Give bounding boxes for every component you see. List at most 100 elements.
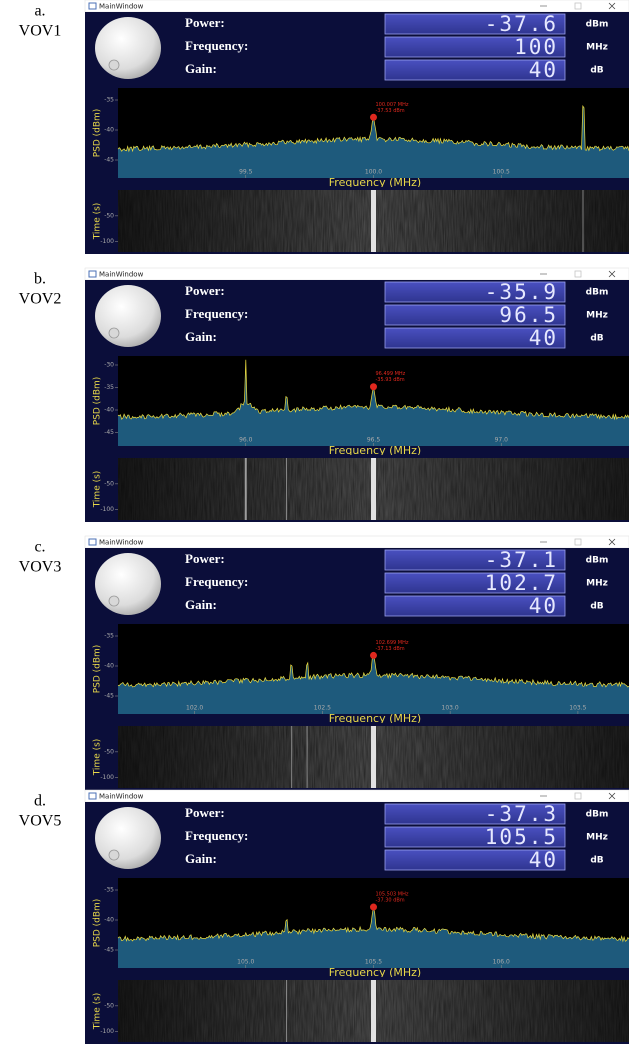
psd-x-label: Frequency (MHz): [329, 712, 421, 725]
lcd-box: [384, 595, 566, 617]
field-label: Frequency:: [185, 38, 248, 53]
lcd-value: 40: [529, 326, 558, 350]
x-tick-label: 105.0: [237, 959, 254, 966]
lcd-box: [384, 572, 566, 594]
title-bar: [84, 789, 629, 803]
field-label: Frequency:: [185, 574, 248, 589]
peak-marker[interactable]: [370, 903, 377, 911]
marker-label: 105.503 MHz: [376, 892, 409, 898]
waterfall-y-label: Time (s): [93, 471, 103, 509]
y-tick-label: -40: [104, 917, 114, 924]
lcd-value: 96.5: [499, 303, 558, 327]
x-tick-label: 105.5: [365, 959, 382, 966]
panel-name: VOV3: [19, 559, 62, 576]
y-tick-label: -100: [100, 1028, 114, 1035]
waterfall-carrier: [371, 190, 376, 252]
lcd-box: [384, 803, 566, 825]
marker-label: 102.699 MHz: [376, 640, 409, 646]
panel: d. VOV5 MainWindow Power: -37.3 dBm Frequency:…: [19, 789, 629, 1044]
x-tick-label: 102.5: [314, 705, 331, 712]
x-tick-label: 103.5: [569, 705, 586, 712]
spectrum-fill: [118, 359, 629, 446]
window-title: MainWindow: [99, 271, 144, 279]
y-tick-label: -35: [104, 97, 114, 104]
knob-dimple: [108, 59, 120, 71]
y-tick-label: -100: [100, 506, 114, 513]
waterfall-carrier: [371, 458, 376, 520]
y-tick-label: -40: [104, 127, 114, 134]
waterfall-carrier: [371, 726, 376, 788]
field-unit: MHz: [586, 579, 608, 589]
x-tick-label: 106.0: [493, 959, 510, 966]
tuning-knob[interactable]: [95, 17, 161, 79]
peak-marker[interactable]: [370, 383, 377, 391]
marker-label: -37.30 dBm: [376, 898, 405, 904]
peak-marker[interactable]: [370, 113, 377, 121]
maximize-icon: [574, 538, 582, 546]
y-tick-label: -35: [104, 384, 114, 391]
field-unit: dB: [590, 856, 603, 866]
lcd-box: [384, 13, 566, 35]
panel-name: VOV2: [19, 291, 62, 308]
y-tick-label: -100: [100, 238, 114, 245]
lcd-value: 102.7: [485, 571, 558, 595]
x-tick-label: 103.0: [442, 705, 459, 712]
close-icon: [608, 538, 616, 546]
tuning-knob[interactable]: [95, 807, 161, 869]
marker-label: -37.53 dBm: [376, 108, 405, 114]
field-unit: MHz: [586, 311, 608, 321]
close-icon: [608, 792, 616, 800]
marker-label: 100.007 MHz: [376, 102, 409, 108]
lcd-box: [384, 549, 566, 571]
lcd-box: [384, 327, 566, 349]
panel: c. VOV3 MainWindow Power: -37.1 dBm Frequency:…: [19, 535, 629, 790]
field-unit: dBm: [586, 556, 609, 566]
maximize-icon: [574, 270, 582, 278]
title-bar: [84, 0, 629, 13]
lcd-value: 100: [514, 35, 558, 59]
panel-letter: d.: [34, 793, 46, 810]
lcd-value: 40: [529, 594, 558, 618]
y-tick-label: -45: [104, 157, 114, 164]
y-tick-label: -40: [104, 407, 114, 414]
lcd-value: 105.5: [485, 825, 558, 849]
x-tick-label: 99.5: [239, 169, 253, 176]
lcd-box: [384, 849, 566, 871]
field-label: Power:: [185, 283, 225, 298]
field-label: Gain:: [185, 597, 217, 612]
panel: a. VOV1 MainWindow Power: -37.6 dBm Frequency:…: [19, 0, 629, 254]
field-unit: dBm: [586, 20, 609, 30]
psd-y-label: PSD (dBm): [93, 109, 103, 158]
field-unit: dBm: [586, 810, 609, 820]
peak-marker[interactable]: [370, 651, 377, 659]
close-icon: [608, 2, 616, 10]
lcd-box: [384, 304, 566, 326]
x-tick-label: 102.0: [186, 705, 203, 712]
field-unit: dB: [590, 334, 603, 344]
window-icon: [88, 792, 97, 800]
tuning-knob[interactable]: [95, 285, 161, 347]
waterfall-y-label: Time (s): [93, 739, 103, 777]
lcd-box: [384, 59, 566, 81]
y-tick-label: -50: [104, 212, 114, 219]
field-label: Power:: [185, 551, 225, 566]
waterfall-y-label: Time (s): [93, 203, 103, 241]
field-unit: dB: [590, 66, 603, 76]
field-label: Gain:: [185, 851, 217, 866]
y-tick-label: -50: [104, 748, 114, 755]
field-label: Gain:: [185, 61, 217, 76]
window-icon: [88, 2, 97, 10]
x-tick-label: 97.0: [495, 437, 509, 444]
x-tick-label: 96.0: [239, 437, 253, 444]
title-bar: [84, 535, 629, 549]
tuning-knob[interactable]: [95, 553, 161, 615]
window-title: MainWindow: [99, 793, 144, 801]
panel-letter: c.: [34, 539, 45, 556]
y-tick-label: -45: [104, 947, 114, 954]
y-tick-label: -45: [104, 693, 114, 700]
panel-name: VOV1: [19, 23, 62, 40]
y-tick-label: -35: [104, 633, 114, 640]
field-unit: MHz: [586, 43, 608, 53]
field-unit: MHz: [586, 833, 608, 843]
